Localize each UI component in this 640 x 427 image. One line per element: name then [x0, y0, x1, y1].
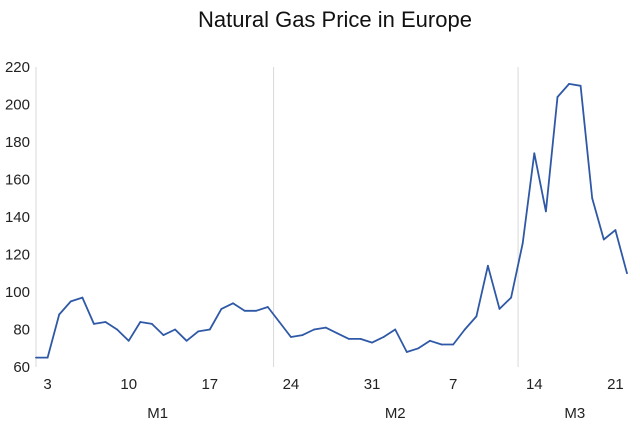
data-point: [290, 336, 292, 338]
data-point: [266, 306, 269, 308]
x-tick-label: 31: [364, 376, 381, 393]
data-point: [371, 341, 373, 344]
y-tick-label: 200: [5, 97, 30, 114]
x-tick-label: 24: [283, 376, 300, 393]
data-point: [301, 334, 304, 337]
month-label: M2: [385, 405, 406, 422]
x-tick-label: 21: [607, 376, 624, 393]
data-point: [347, 337, 350, 340]
data-point: [162, 334, 165, 337]
data-point: [324, 326, 327, 329]
x-tick-label: 17: [201, 376, 218, 393]
data-point: [556, 96, 559, 98]
y-tick-label: 140: [5, 209, 30, 226]
data-point: [104, 321, 107, 323]
data-point: [278, 321, 281, 323]
chart-title: Natural Gas Price in Europe: [198, 7, 472, 32]
data-point: [58, 313, 61, 316]
x-tick-label: 10: [120, 376, 137, 393]
data-point: [533, 152, 536, 155]
data-point: [614, 229, 617, 232]
data-point: [487, 264, 489, 267]
data-point: [255, 309, 258, 312]
y-tick-label: 100: [5, 284, 30, 301]
data-point: [475, 315, 478, 318]
y-tick-label: 220: [5, 59, 30, 76]
data-point: [197, 330, 200, 333]
data-point: [150, 322, 153, 325]
data-point: [208, 328, 211, 331]
y-tick-label: 180: [5, 134, 30, 151]
data-point: [127, 339, 130, 342]
y-tick-label: 80: [13, 322, 30, 339]
data-point: [602, 238, 605, 241]
data-point: [232, 302, 234, 305]
data-point: [359, 337, 362, 340]
x-tick-label: 7: [449, 376, 457, 393]
data-point: [591, 197, 594, 200]
y-tick-label: 60: [13, 359, 30, 376]
y-tick-label: 120: [5, 247, 30, 264]
x-axis-ticks: 3101724317142128714: [43, 376, 624, 393]
data-point: [35, 356, 37, 359]
data-point: [463, 328, 466, 331]
data-point: [568, 82, 570, 85]
x-tick-label: 3: [43, 376, 51, 393]
data-point: [510, 296, 513, 299]
data-point: [185, 339, 188, 342]
series-layer: [35, 82, 628, 359]
data-point: [46, 356, 49, 359]
y-tick-label: 160: [5, 172, 30, 189]
grid-layer: [35, 67, 519, 367]
data-point: [498, 307, 501, 310]
data-point: [69, 300, 72, 303]
data-point: [81, 296, 84, 299]
data-point: [429, 339, 431, 342]
y-axis-ticks: 60 80 100 120 140 160 180 200 220: [5, 59, 30, 376]
data-point: [544, 210, 547, 213]
data-point: [93, 322, 95, 325]
data-point: [313, 328, 316, 331]
data-point: [139, 321, 142, 323]
data-point: [579, 84, 582, 87]
data-point: [116, 328, 119, 331]
price-series-line: [36, 83, 628, 359]
data-point: [394, 328, 397, 331]
data-point: [417, 347, 420, 350]
x-tick-label: 14: [526, 376, 543, 393]
month-label: M1: [147, 405, 168, 422]
data-point: [220, 307, 223, 310]
data-point: [626, 272, 628, 275]
data-point: [452, 343, 455, 346]
data-point: [243, 309, 246, 312]
data-point: [405, 351, 408, 353]
month-label: M3: [564, 405, 585, 422]
data-point: [382, 336, 385, 338]
data-point: [336, 332, 339, 335]
month-labels: M1 M2 M3: [147, 405, 585, 422]
data-point: [174, 328, 176, 331]
data-point: [440, 343, 443, 346]
data-point: [521, 242, 524, 245]
